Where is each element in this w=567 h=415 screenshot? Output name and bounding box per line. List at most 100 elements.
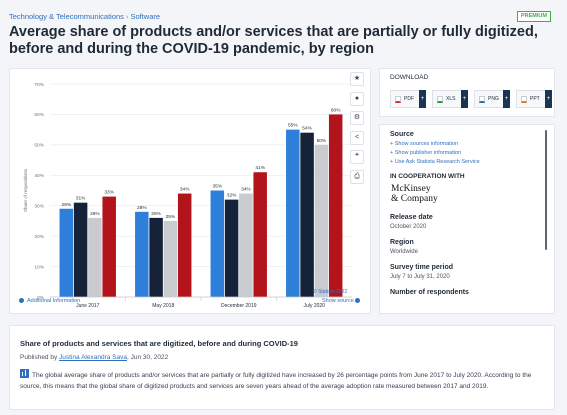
bar-value-label: 31% <box>76 196 86 202</box>
download-pdf-button[interactable]: PDF + <box>390 90 426 108</box>
bar-value-label: 32% <box>227 193 237 199</box>
bar-value-label: 26% <box>151 211 161 217</box>
bar <box>59 208 74 297</box>
bar <box>210 190 225 297</box>
region-value: Worldwide <box>390 249 418 255</box>
bar <box>300 132 314 297</box>
breadcrumb-subcategory[interactable]: Software <box>130 12 161 21</box>
download-png-button[interactable]: PNG + <box>474 90 510 108</box>
show-source-label: Show source <box>322 298 354 304</box>
y-tick-label: 70% <box>34 82 44 88</box>
bar-value-label: 34% <box>180 187 190 193</box>
description-title: Share of products and services that are … <box>20 339 298 348</box>
file-icon <box>395 96 401 103</box>
y-tick-label: 60% <box>34 112 44 118</box>
download-ppt-button[interactable]: PPT + <box>516 90 552 108</box>
meta-panel: Source + Show sources information + Show… <box>379 124 555 314</box>
bar <box>163 220 178 297</box>
gear-icon[interactable]: ⚙ <box>350 111 364 125</box>
show-sources-link[interactable]: + Show sources information <box>390 141 459 147</box>
source-heading: Source <box>390 131 414 138</box>
chart-toolbar: ★ ● ⚙ < ❝ ⎙ <box>350 72 366 189</box>
bar <box>314 144 329 297</box>
bar-value-label: 54% <box>302 126 312 132</box>
bar-value-label: 33% <box>104 190 114 196</box>
bar <box>177 193 192 297</box>
plus-icon[interactable]: + <box>545 90 552 108</box>
publish-date: , Jun 30, 2022 <box>126 354 169 361</box>
logo-line-2: & Company <box>391 194 438 204</box>
bar <box>328 114 343 297</box>
region-heading: Region <box>390 239 414 246</box>
source-info-icon <box>355 298 361 304</box>
download-label: PDF <box>404 96 414 102</box>
meta-scrollbar[interactable] <box>545 130 547 250</box>
published-by: Published by Justina Alexandra Sava, Jun… <box>20 354 168 361</box>
breadcrumb-separator: › <box>125 12 129 21</box>
bar <box>286 129 300 297</box>
share-icon[interactable]: < <box>350 130 364 145</box>
y-tick-label: 0% <box>37 295 45 301</box>
download-label: PNG <box>488 96 499 102</box>
bar-value-label: 34% <box>241 187 251 193</box>
bar-value-label: 28% <box>137 205 147 211</box>
bar <box>102 196 116 297</box>
additional-info-link[interactable]: Additional Information <box>19 298 80 304</box>
bar <box>73 202 88 297</box>
breadcrumb-category[interactable]: Technology & Telecommunications <box>9 12 124 21</box>
download-xls-button[interactable]: XLS + <box>432 90 468 108</box>
x-tick-label: December 2019 <box>221 303 257 309</box>
file-icon <box>521 96 527 103</box>
release-date-heading: Release date <box>390 214 433 221</box>
survey-period-value: July 7 to July 31, 2020 <box>390 274 450 280</box>
description-text: The global average share of products and… <box>20 369 540 392</box>
bar-value-label: 50% <box>317 138 327 144</box>
info-icon <box>19 298 24 304</box>
download-label: XLS <box>446 96 456 102</box>
bell-icon[interactable]: ● <box>350 91 364 106</box>
y-tick-label: 30% <box>34 204 44 210</box>
plus-icon[interactable]: + <box>419 90 426 108</box>
bar <box>253 172 267 297</box>
print-icon[interactable]: ⎙ <box>350 169 364 184</box>
y-tick-label: 20% <box>34 234 44 240</box>
bar-value-label: 25% <box>166 214 176 220</box>
chart-panel: 0% 10% 20% 30% 40% 50% 60% 70% Share of responde… <box>9 68 371 335</box>
bar-value-label: 29% <box>61 202 71 208</box>
x-tick-label: May 2018 <box>152 303 174 309</box>
star-icon[interactable]: ★ <box>350 72 364 86</box>
author-link[interactable]: Justina Alexandra Sava <box>59 354 127 361</box>
cooperation-heading: IN COOPERATION WITH <box>390 173 465 180</box>
bar-value-label: 55% <box>288 123 298 129</box>
plus-icon[interactable]: + <box>503 90 510 108</box>
download-label: PPT <box>530 96 540 102</box>
bar <box>135 211 149 297</box>
file-icon <box>437 96 443 103</box>
bar-value-label: 60% <box>331 107 341 113</box>
additional-info-label: Additional Information <box>27 298 81 304</box>
download-panel: DOWNLOAD PDF + XLS + PNG + PPT + <box>379 68 555 117</box>
y-tick-label: 10% <box>34 264 44 270</box>
bar <box>224 199 239 297</box>
plus-icon[interactable]: + <box>461 90 468 108</box>
show-source-link[interactable]: Show source <box>322 298 363 304</box>
logo-line-1: McKinsey <box>391 184 431 194</box>
breadcrumb: Technology & Telecommunications › Software <box>9 12 160 21</box>
ask-statista-link[interactable]: + Use Ask Statista Research Service <box>390 159 480 165</box>
copyright-link[interactable]: © Statista 2022 <box>313 289 348 295</box>
statista-icon <box>20 369 29 378</box>
y-axis-label: Share of respondents <box>23 168 28 212</box>
description-panel: Share of products and services that are … <box>9 325 555 410</box>
quote-icon[interactable]: ❝ <box>350 150 364 164</box>
premium-badge: PREMIUM <box>517 11 551 22</box>
bar-value-label: 35% <box>212 184 222 190</box>
show-publisher-link[interactable]: + Show publisher information <box>390 150 462 156</box>
bar <box>88 217 102 297</box>
bar <box>149 217 163 297</box>
x-tick-label: July 2020 <box>304 303 326 309</box>
page-title: Average share of products and/or service… <box>9 24 538 57</box>
release-date-value: October 2020 <box>390 224 427 230</box>
file-icon <box>479 96 485 103</box>
y-tick-label: 50% <box>34 143 44 149</box>
x-tick-label: June 2017 <box>76 303 100 309</box>
